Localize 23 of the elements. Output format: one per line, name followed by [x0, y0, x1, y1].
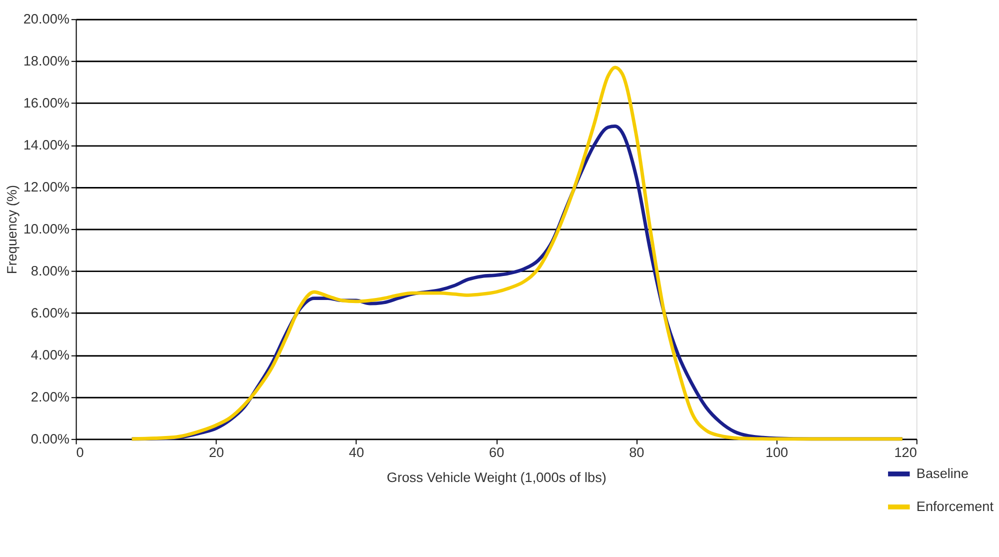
y-tick-label: 10.00%: [23, 221, 70, 236]
y-tick-label: 2.00%: [30, 389, 70, 404]
y-tick-label: 20.00%: [23, 11, 70, 26]
y-tick-label: 18.00%: [23, 53, 70, 68]
y-tick-label: 8.00%: [30, 263, 70, 278]
x-tick-label: 40: [348, 444, 364, 460]
y-tick-label: 6.00%: [30, 305, 70, 320]
line-series: [130, 66, 904, 441]
x-tick-label: 120: [894, 444, 918, 460]
y-tick-label: 14.00%: [23, 137, 70, 152]
x-tick-label: 100: [765, 444, 789, 460]
y-axis-title: Frequency (%): [4, 184, 20, 274]
legend-label: Baseline: [916, 466, 969, 481]
x-tick-label: 80: [629, 444, 645, 460]
legend-label: Enforcement: [916, 498, 994, 514]
x-tick-label: 60: [489, 444, 505, 460]
y-tick-label: 16.00%: [23, 95, 70, 110]
x-tick-label: 0: [76, 444, 84, 460]
x-axis-title: Gross Vehicle Weight (1,000s of lbs): [386, 470, 606, 486]
x-tick-label: 20: [208, 444, 224, 460]
y-tick-label: 0.00%: [30, 431, 70, 446]
y-tick-label: 12.00%: [23, 179, 70, 194]
y-tick-label: 4.00%: [30, 347, 70, 362]
